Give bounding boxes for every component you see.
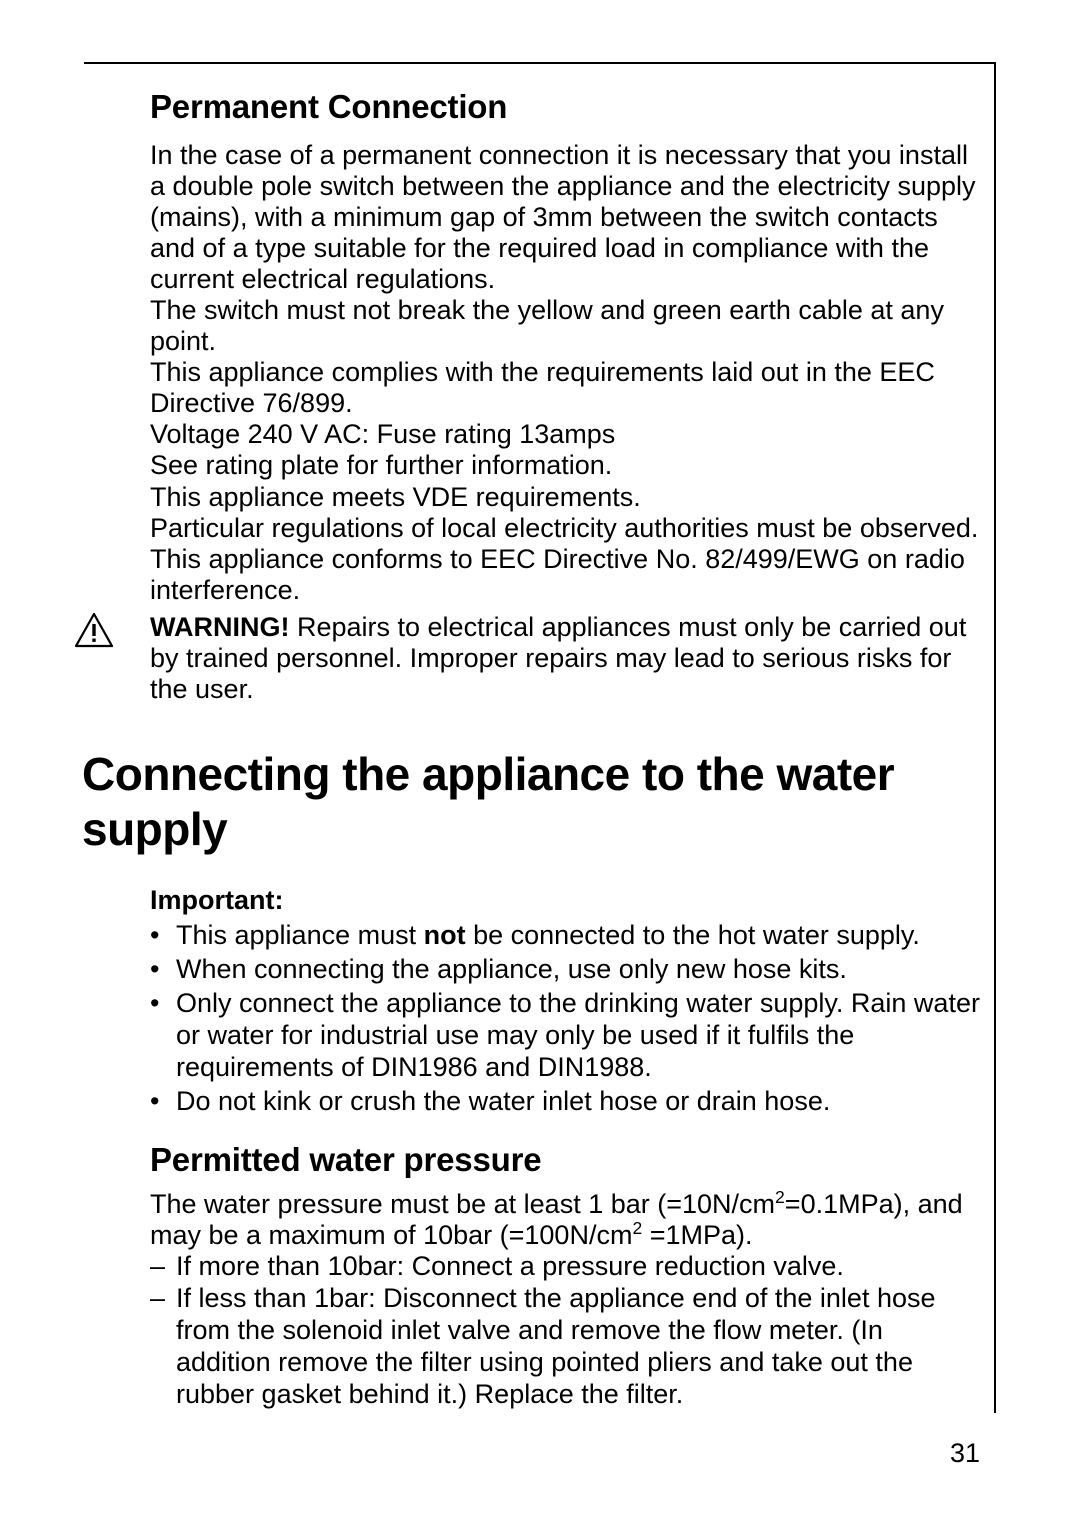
warning-label: WARNING! [150,612,289,642]
text: =1MPa). [642,1220,752,1250]
para: Particular regulations of local electric… [150,513,980,606]
para: This appliance meets VDE requirements. [150,482,980,513]
heading-connecting-water: Connecting the appliance to the water su… [82,747,980,857]
list-item: If less than 1bar: Disconnect the applia… [150,1283,980,1410]
important-label: Important: [150,885,980,916]
list-item: Only connect the appliance to the drinki… [150,988,980,1084]
heading-permitted-pressure: Permitted water pressure [150,1141,980,1179]
text-bold: not [424,920,466,950]
pressure-para: The water pressure must be at least 1 ba… [150,1189,980,1251]
para: Voltage 240 V AC: Fuse rating 13amps [150,419,980,450]
sup: 2 [632,1218,642,1238]
content-column: Permanent Connection In the case of a pe… [150,88,980,1411]
text: The water pressure must be at least 1 ba… [150,1189,775,1219]
page: Permanent Connection In the case of a pe… [0,0,1080,1529]
para: This appliance complies with the require… [150,357,980,419]
important-bullet-list: This appliance must not be connected to … [150,920,980,1117]
list-item: Do not kink or crush the water inlet hos… [150,1086,980,1118]
section1-body: In the case of a permanent connection it… [150,140,980,606]
warning-para: WARNING! Repairs to electrical appliance… [150,612,980,705]
para: See rating plate for further information… [150,450,980,481]
sup: 2 [775,1187,785,1207]
para: The switch must not break the yellow and… [150,295,980,357]
text: be connected to the hot water supply. [466,920,920,950]
warning-block: WARNING! Repairs to electrical appliance… [150,612,980,705]
warning-triangle-icon [74,612,114,648]
page-number: 31 [950,1438,980,1469]
list-item: When connecting the appliance, use only … [150,954,980,986]
pressure-dash-list: If more than 10bar: Connect a pressure r… [150,1251,980,1410]
list-item: If more than 10bar: Connect a pressure r… [150,1251,980,1283]
text: This appliance must [176,920,424,950]
heading-permanent-connection: Permanent Connection [150,88,980,126]
para: In the case of a permanent connection it… [150,140,980,295]
list-item: This appliance must not be connected to … [150,920,980,952]
